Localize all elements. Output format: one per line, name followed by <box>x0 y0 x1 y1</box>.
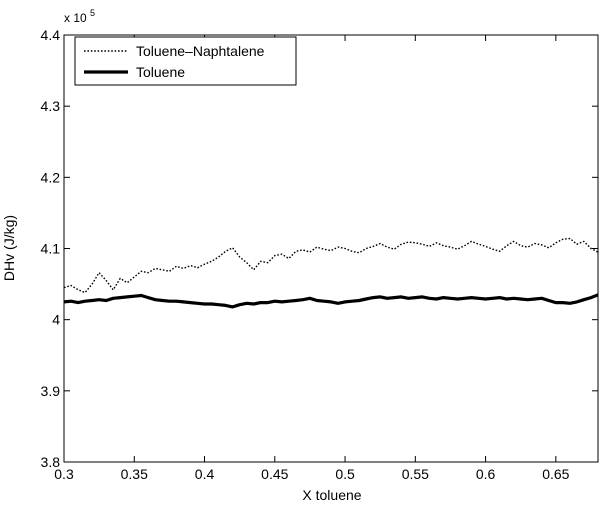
y-tick-label: 4.4 <box>41 27 61 43</box>
x-tick-label: 0.65 <box>542 466 569 482</box>
x-axis-label: X toluene <box>302 487 361 503</box>
x-tick-label: 0.4 <box>195 466 215 482</box>
y-tick-label: 3.9 <box>41 383 61 399</box>
x-tick-label: 0.55 <box>402 466 429 482</box>
series-layer <box>63 237 599 309</box>
y-tick-label: 3.8 <box>41 454 61 470</box>
axis-ticks: 0.3 0.35 0.4 0.45 0.5 0.55 0.6 0.65 3.8 3.9 4 4.1 4.… <box>41 27 598 482</box>
y-tick-label: 4.1 <box>41 241 61 257</box>
y-multiplier-exponent: 5 <box>90 8 95 18</box>
y-axis-label: DHv (J/kg) <box>1 215 17 281</box>
y-tick-label: 4.2 <box>41 169 61 185</box>
plot-background <box>64 35 598 462</box>
legend-entry-toluene-naphtalene: Toluene–Naphtalene <box>136 43 265 59</box>
x-tick-label: 0.35 <box>121 466 148 482</box>
y-tick-label: 4.3 <box>41 98 61 114</box>
y-multiplier-base: x 10 <box>64 11 87 25</box>
legend-entry-toluene: Toluene <box>136 64 185 80</box>
y-tick-label: 4 <box>52 312 60 328</box>
x-tick-label: 0.6 <box>476 466 496 482</box>
series-line-toluene <box>63 293 599 309</box>
plot-area <box>64 35 598 462</box>
legend: Toluene–Naphtalene Toluene <box>74 36 297 86</box>
legend-box <box>74 36 297 86</box>
x-tick-label: 0.5 <box>335 466 355 482</box>
x-tick-label: 0.45 <box>261 466 288 482</box>
x-tick-label: 0.3 <box>54 466 74 482</box>
y-axis-multiplier: x 10 5 <box>64 8 95 25</box>
